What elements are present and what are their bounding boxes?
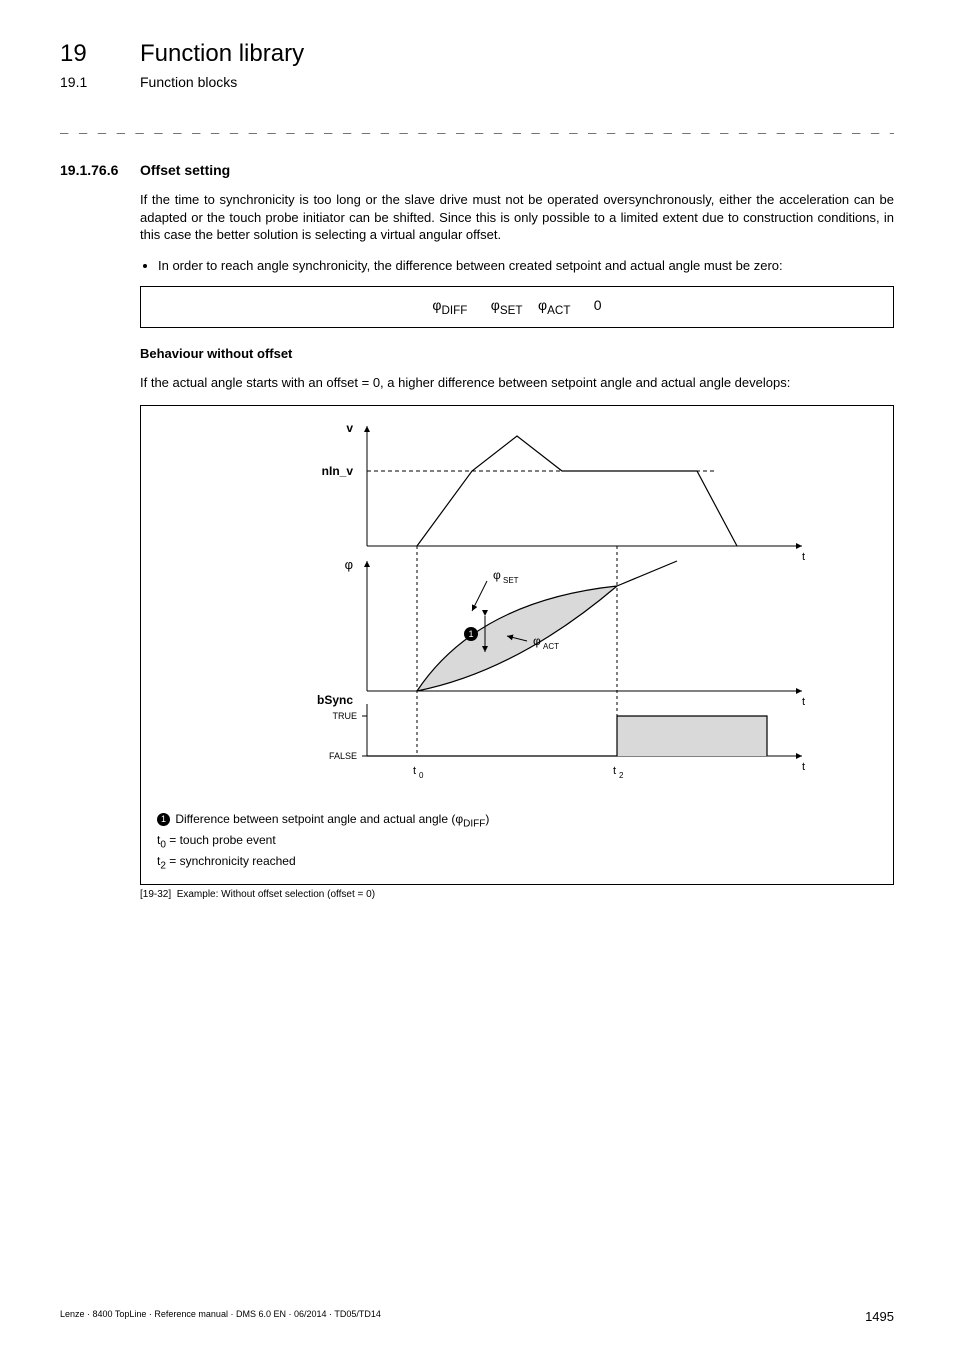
legend-t0-text: = touch probe event	[166, 833, 276, 847]
page-footer: Lenze · 8400 TopLine · Reference manual …	[60, 1309, 894, 1324]
svg-text:SET: SET	[503, 576, 519, 585]
formula-sub-set: SET	[500, 304, 523, 317]
svg-text:nIn_v: nIn_v	[322, 464, 354, 478]
legend-line-t2: t2 = synchronicity reached	[157, 852, 877, 873]
formula-phi-2: φ	[491, 297, 500, 313]
chapter-title-text: Function library	[140, 40, 304, 67]
formula-phi-3: φ	[538, 297, 547, 313]
formula-box: φDIFF φSET φACT 0	[140, 286, 894, 328]
chapter-title: 19Function library	[60, 40, 894, 68]
paragraph-intro: If the time to synchronicity is too long…	[140, 191, 894, 244]
formula-sub-act: ACT	[547, 304, 570, 317]
figure-caption-text: Example: Without offset selection (offse…	[177, 889, 375, 900]
svg-text:ACT: ACT	[543, 642, 559, 651]
figure-svg: vnIn_vtφφSETφACT1tbSyncTRUEFALSEtt0t2	[217, 416, 817, 806]
subsection-heading: 19.1.76.6Offset setting	[60, 162, 894, 178]
svg-text:v: v	[346, 421, 353, 435]
figure-caption: [19-32] Example: Without offset selectio…	[140, 889, 894, 900]
svg-text:t: t	[413, 765, 416, 777]
svg-text:φ: φ	[345, 557, 353, 572]
chapter-number: 19	[60, 40, 140, 68]
legend-diff-sub: DIFF	[463, 818, 485, 829]
figure-caption-num: [19-32]	[140, 889, 171, 900]
svg-text:t: t	[802, 761, 805, 773]
svg-text:FALSE: FALSE	[329, 751, 357, 761]
footer-page-number: 1495	[865, 1309, 894, 1324]
figure-legend: 1 Difference between setpoint angle and …	[157, 810, 877, 874]
svg-text:0: 0	[419, 771, 424, 780]
svg-text:t: t	[613, 765, 616, 777]
svg-text:t: t	[802, 551, 805, 563]
svg-text:t: t	[802, 696, 805, 708]
subsection-number: 19.1.76.6	[60, 162, 140, 178]
subsection-title: Offset setting	[140, 162, 230, 178]
legend-t2-text: = synchronicity reached	[166, 854, 296, 868]
formula-sub-diff: DIFF	[441, 304, 467, 317]
svg-text:bSync: bSync	[317, 693, 353, 707]
section-number: 19.1	[60, 74, 140, 90]
legend-diff-text-a: Difference between setpoint angle and ac…	[175, 812, 463, 826]
section-line: 19.1Function blocks	[60, 74, 894, 90]
separator-dashes: _ _ _ _ _ _ _ _ _ _ _ _ _ _ _ _ _ _ _ _ …	[60, 118, 894, 134]
formula-zero: 0	[594, 297, 602, 313]
footer-text: Lenze · 8400 TopLine · Reference manual …	[60, 1309, 381, 1324]
bullet-list: In order to reach angle synchronicity, t…	[140, 257, 894, 275]
bullet-item-1: In order to reach angle synchronicity, t…	[158, 257, 894, 275]
legend-line-t0: t0 = touch probe event	[157, 831, 877, 852]
legend-circled-one-icon: 1	[157, 813, 170, 826]
paragraph-behaviour: If the actual angle starts with an offse…	[140, 374, 894, 392]
svg-text:TRUE: TRUE	[333, 711, 358, 721]
sub-heading-behaviour: Behaviour without offset	[140, 346, 894, 361]
figure-svg-wrap: vnIn_vtφφSETφACT1tbSyncTRUEFALSEtt0t2	[157, 416, 877, 806]
legend-line-diff: 1 Difference between setpoint angle and …	[157, 810, 877, 831]
svg-text:1: 1	[468, 629, 473, 639]
svg-text:2: 2	[619, 771, 624, 780]
svg-text:φ: φ	[493, 568, 501, 582]
section-title-text: Function blocks	[140, 74, 237, 90]
figure-container: vnIn_vtφφSETφACT1tbSyncTRUEFALSEtt0t2 1 …	[140, 405, 894, 885]
svg-text:φ: φ	[533, 634, 541, 648]
page-header: 19Function library 19.1Function blocks	[60, 40, 894, 90]
legend-diff-text-b: )	[485, 812, 489, 826]
